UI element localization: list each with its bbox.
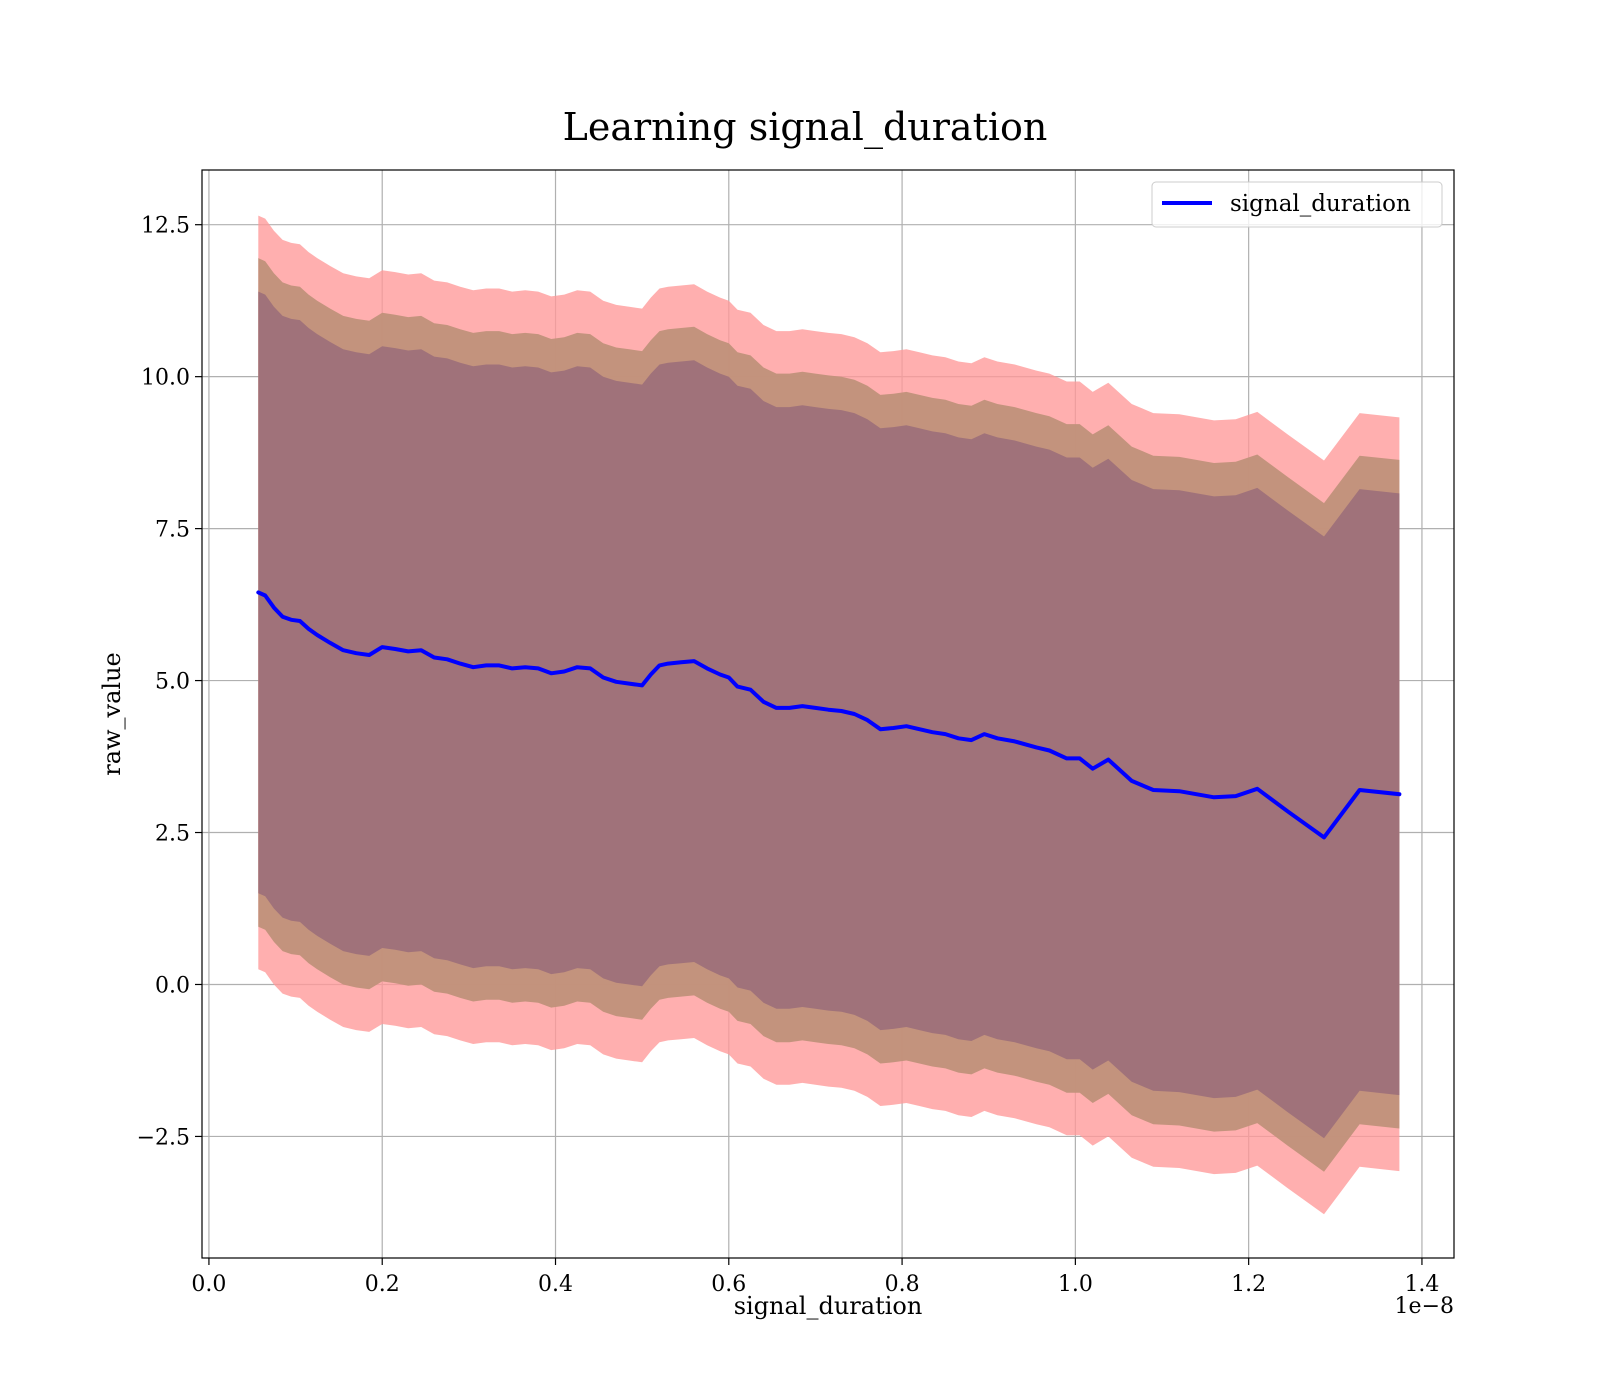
series-line-signal-duration <box>256 590 1402 840</box>
band-inner <box>258 291 1400 1139</box>
x-tick-label: 0.8 <box>885 1272 920 1297</box>
series-lines <box>256 590 1402 840</box>
chart-title: Learning signal_duration <box>563 105 1048 150</box>
y-tick-label: 12.5 <box>141 214 190 239</box>
plot-frame <box>201 169 1455 1259</box>
legend-box <box>1151 181 1443 228</box>
y-tick-label: 10.0 <box>141 366 190 391</box>
x-tick-label: 1.0 <box>1058 1272 1093 1297</box>
x-tick-label: 1.2 <box>1231 1272 1266 1297</box>
x-tick-label: 0.2 <box>365 1272 400 1297</box>
x-tick-label: 0.6 <box>711 1272 746 1297</box>
y-tick-label: 2.5 <box>155 822 190 847</box>
confidence-bands <box>258 215 1400 1215</box>
axis-ticks: 0.0 0.2 0.4 0.6 0.8 1.0 1.2 1.4 −2.5 0.0 2.5 5.0 7.5… <box>137 214 1440 1297</box>
y-tick-label: 0.0 <box>155 973 190 998</box>
x-axis-label: signal_duration <box>734 1292 923 1320</box>
y-tick-label: 7.5 <box>155 518 190 543</box>
x-offset-text: 1e−8 <box>1395 1294 1454 1319</box>
y-tick-label: −2.5 <box>137 1125 190 1150</box>
legend: signal_duration <box>1151 181 1443 228</box>
x-tick-label: 1.4 <box>1404 1272 1439 1297</box>
y-tick-label: 5.0 <box>155 670 190 695</box>
legend-label-signal-duration: signal_duration <box>1230 191 1411 217</box>
y-axis-label: raw_value <box>98 652 126 776</box>
x-tick-label: 0.0 <box>191 1272 226 1297</box>
x-tick-label: 0.4 <box>538 1272 573 1297</box>
